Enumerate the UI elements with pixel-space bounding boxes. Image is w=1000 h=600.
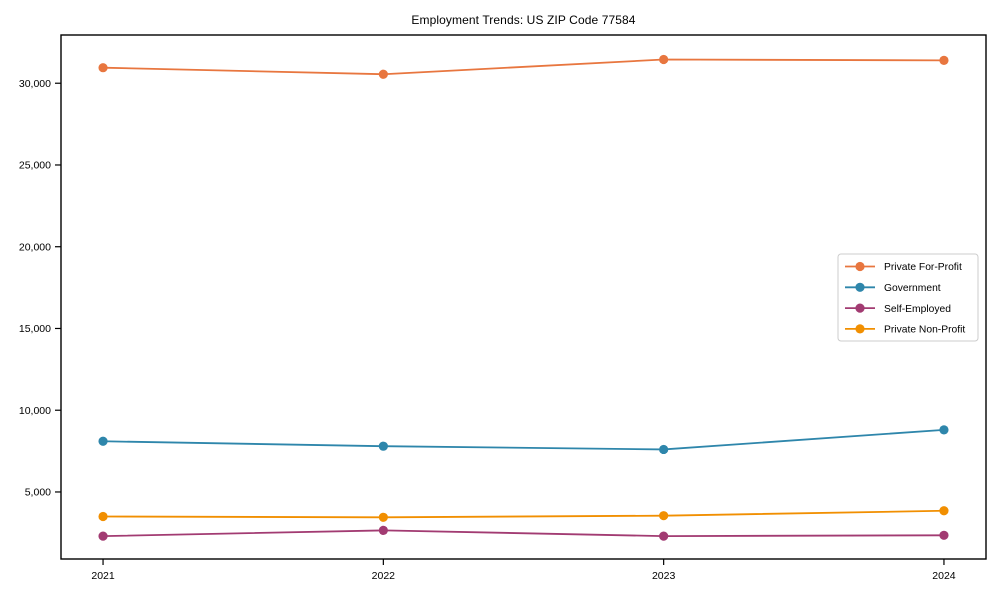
data-point-government-2021 <box>98 436 108 446</box>
data-point-self-employed-2023 <box>659 531 669 541</box>
y-tick-label: 15,000 <box>19 323 51 335</box>
y-tick-label: 10,000 <box>19 405 51 417</box>
x-tick-label: 2022 <box>372 570 396 582</box>
legend-label-government: Government <box>884 283 941 294</box>
legend-box <box>837 253 979 342</box>
legend-marker-private-non-profit <box>855 324 865 334</box>
data-point-private-non-profit-2022 <box>378 512 388 522</box>
data-point-self-employed-2022 <box>378 525 388 535</box>
data-point-private-for-profit-2024 <box>939 55 949 65</box>
series-line-private-non-profit <box>103 509 944 519</box>
y-axis: 5,000 10,000 15,000 20,000 25,000 30,000 <box>19 78 61 499</box>
chart-title: Employment Trends: US ZIP Code 77584 <box>411 13 636 27</box>
legend-marker-private-for-profit <box>855 261 865 272</box>
series-line-government <box>103 428 945 451</box>
data-point-government-2022 <box>378 441 388 451</box>
data-point-self-employed-2021 <box>98 531 108 541</box>
data-point-government-2024 <box>939 425 949 435</box>
series-private-non-profit <box>98 506 949 522</box>
data-point-government-2023 <box>659 444 669 455</box>
x-tick-label: 2023 <box>652 570 676 582</box>
series-line-private-for-profit <box>103 58 944 76</box>
series-line-self-employed <box>103 529 944 538</box>
legend-label-self-employed: Self-Employed <box>884 304 951 315</box>
legend-entry-self-employed: Self-Employed <box>845 303 951 315</box>
legend-marker-self-employed <box>855 303 865 313</box>
legend-label-private-non-profit: Private Non-Profit <box>884 325 965 336</box>
y-tick-label: 5,000 <box>25 487 51 499</box>
legend-label-private-for-profit: Private For-Profit <box>884 262 962 273</box>
legend-entry-government: Government <box>845 282 941 294</box>
data-point-private-non-profit-2024 <box>939 506 949 516</box>
series-government <box>98 425 949 455</box>
legend-entry-private-non-profit: Private Non-Profit <box>845 324 965 336</box>
plot-border <box>60 34 987 560</box>
legend-entry-private-for-profit: Private For-Profit <box>845 261 962 273</box>
y-tick-label: 30,000 <box>19 78 51 90</box>
data-point-private-for-profit-2023 <box>659 54 669 65</box>
data-point-self-employed-2024 <box>939 530 949 540</box>
data-point-private-for-profit-2022 <box>378 69 388 79</box>
x-tick-label: 2021 <box>91 570 115 582</box>
legend-marker-government <box>855 282 865 292</box>
x-axis: 2021 2022 2023 2024 <box>91 559 956 582</box>
x-tick-label: 2024 <box>932 570 956 582</box>
data-point-private-for-profit-2021 <box>98 63 108 73</box>
y-tick-label: 20,000 <box>19 241 51 253</box>
data-point-private-non-profit-2021 <box>98 511 108 522</box>
data-point-private-non-profit-2023 <box>659 511 669 521</box>
series-self-employed <box>98 525 949 541</box>
series-private-for-profit <box>98 54 949 79</box>
legend: Private For-Profit Government Self-Employe… <box>837 253 979 342</box>
y-tick-label: 25,000 <box>19 160 51 172</box>
